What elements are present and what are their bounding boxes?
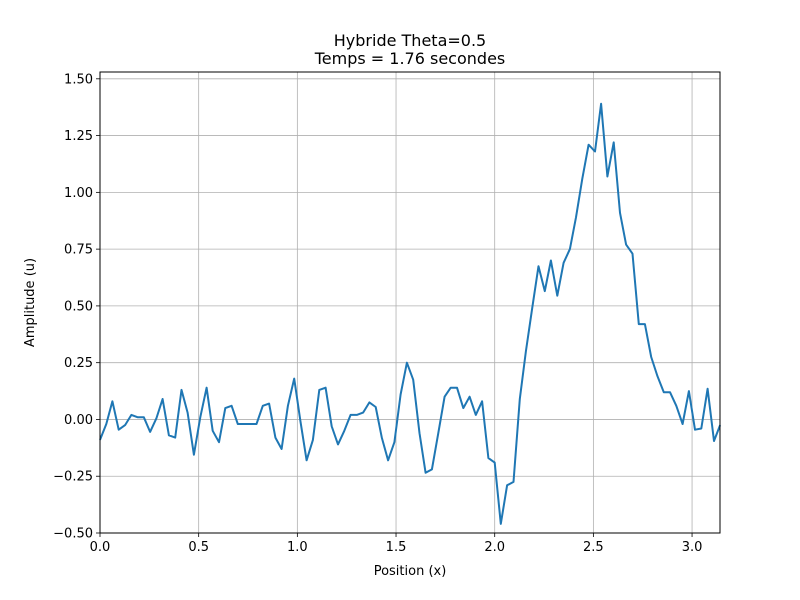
y-tick-label: 0.00 xyxy=(64,413,93,428)
x-tick-label: 3.0 xyxy=(682,540,703,555)
y-tick-label: 1.50 xyxy=(64,72,93,87)
data-series xyxy=(99,102,722,525)
y-axis-ticks: −0.50 −0.25 0.00 0.25 0.50 0.75 1.00 1.25 1.50 xyxy=(53,72,100,542)
x-axis-ticks: 0.0 0.5 1.0 1.5 2.0 2.5 3.0 xyxy=(90,533,703,555)
y-tick-label: 0.25 xyxy=(64,356,93,371)
x-tick-label: 0.5 xyxy=(188,540,209,555)
x-tick-label: 0.0 xyxy=(90,540,111,555)
y-tick-label: 0.50 xyxy=(64,299,93,314)
amplitude-line xyxy=(99,102,722,525)
y-tick-label: −0.50 xyxy=(53,527,93,542)
y-tick-label: 0.75 xyxy=(64,243,93,258)
y-tick-label: 1.00 xyxy=(64,186,93,201)
x-tick-label: 1.0 xyxy=(287,540,308,555)
x-tick-label: 2.5 xyxy=(583,540,604,555)
chart-subtitle: Temps = 1.76 secondes xyxy=(314,49,506,68)
x-tick-label: 2.0 xyxy=(484,540,505,555)
y-tick-label: 1.25 xyxy=(64,129,93,144)
x-axis-label: Position (x) xyxy=(374,564,447,579)
y-axis-label: Amplitude (u) xyxy=(23,258,38,347)
y-tick-label: −0.25 xyxy=(53,470,93,485)
chart-title: Hybride Theta=0.5 xyxy=(334,31,486,50)
plot-frame xyxy=(99,71,721,534)
x-tick-label: 1.5 xyxy=(386,540,407,555)
